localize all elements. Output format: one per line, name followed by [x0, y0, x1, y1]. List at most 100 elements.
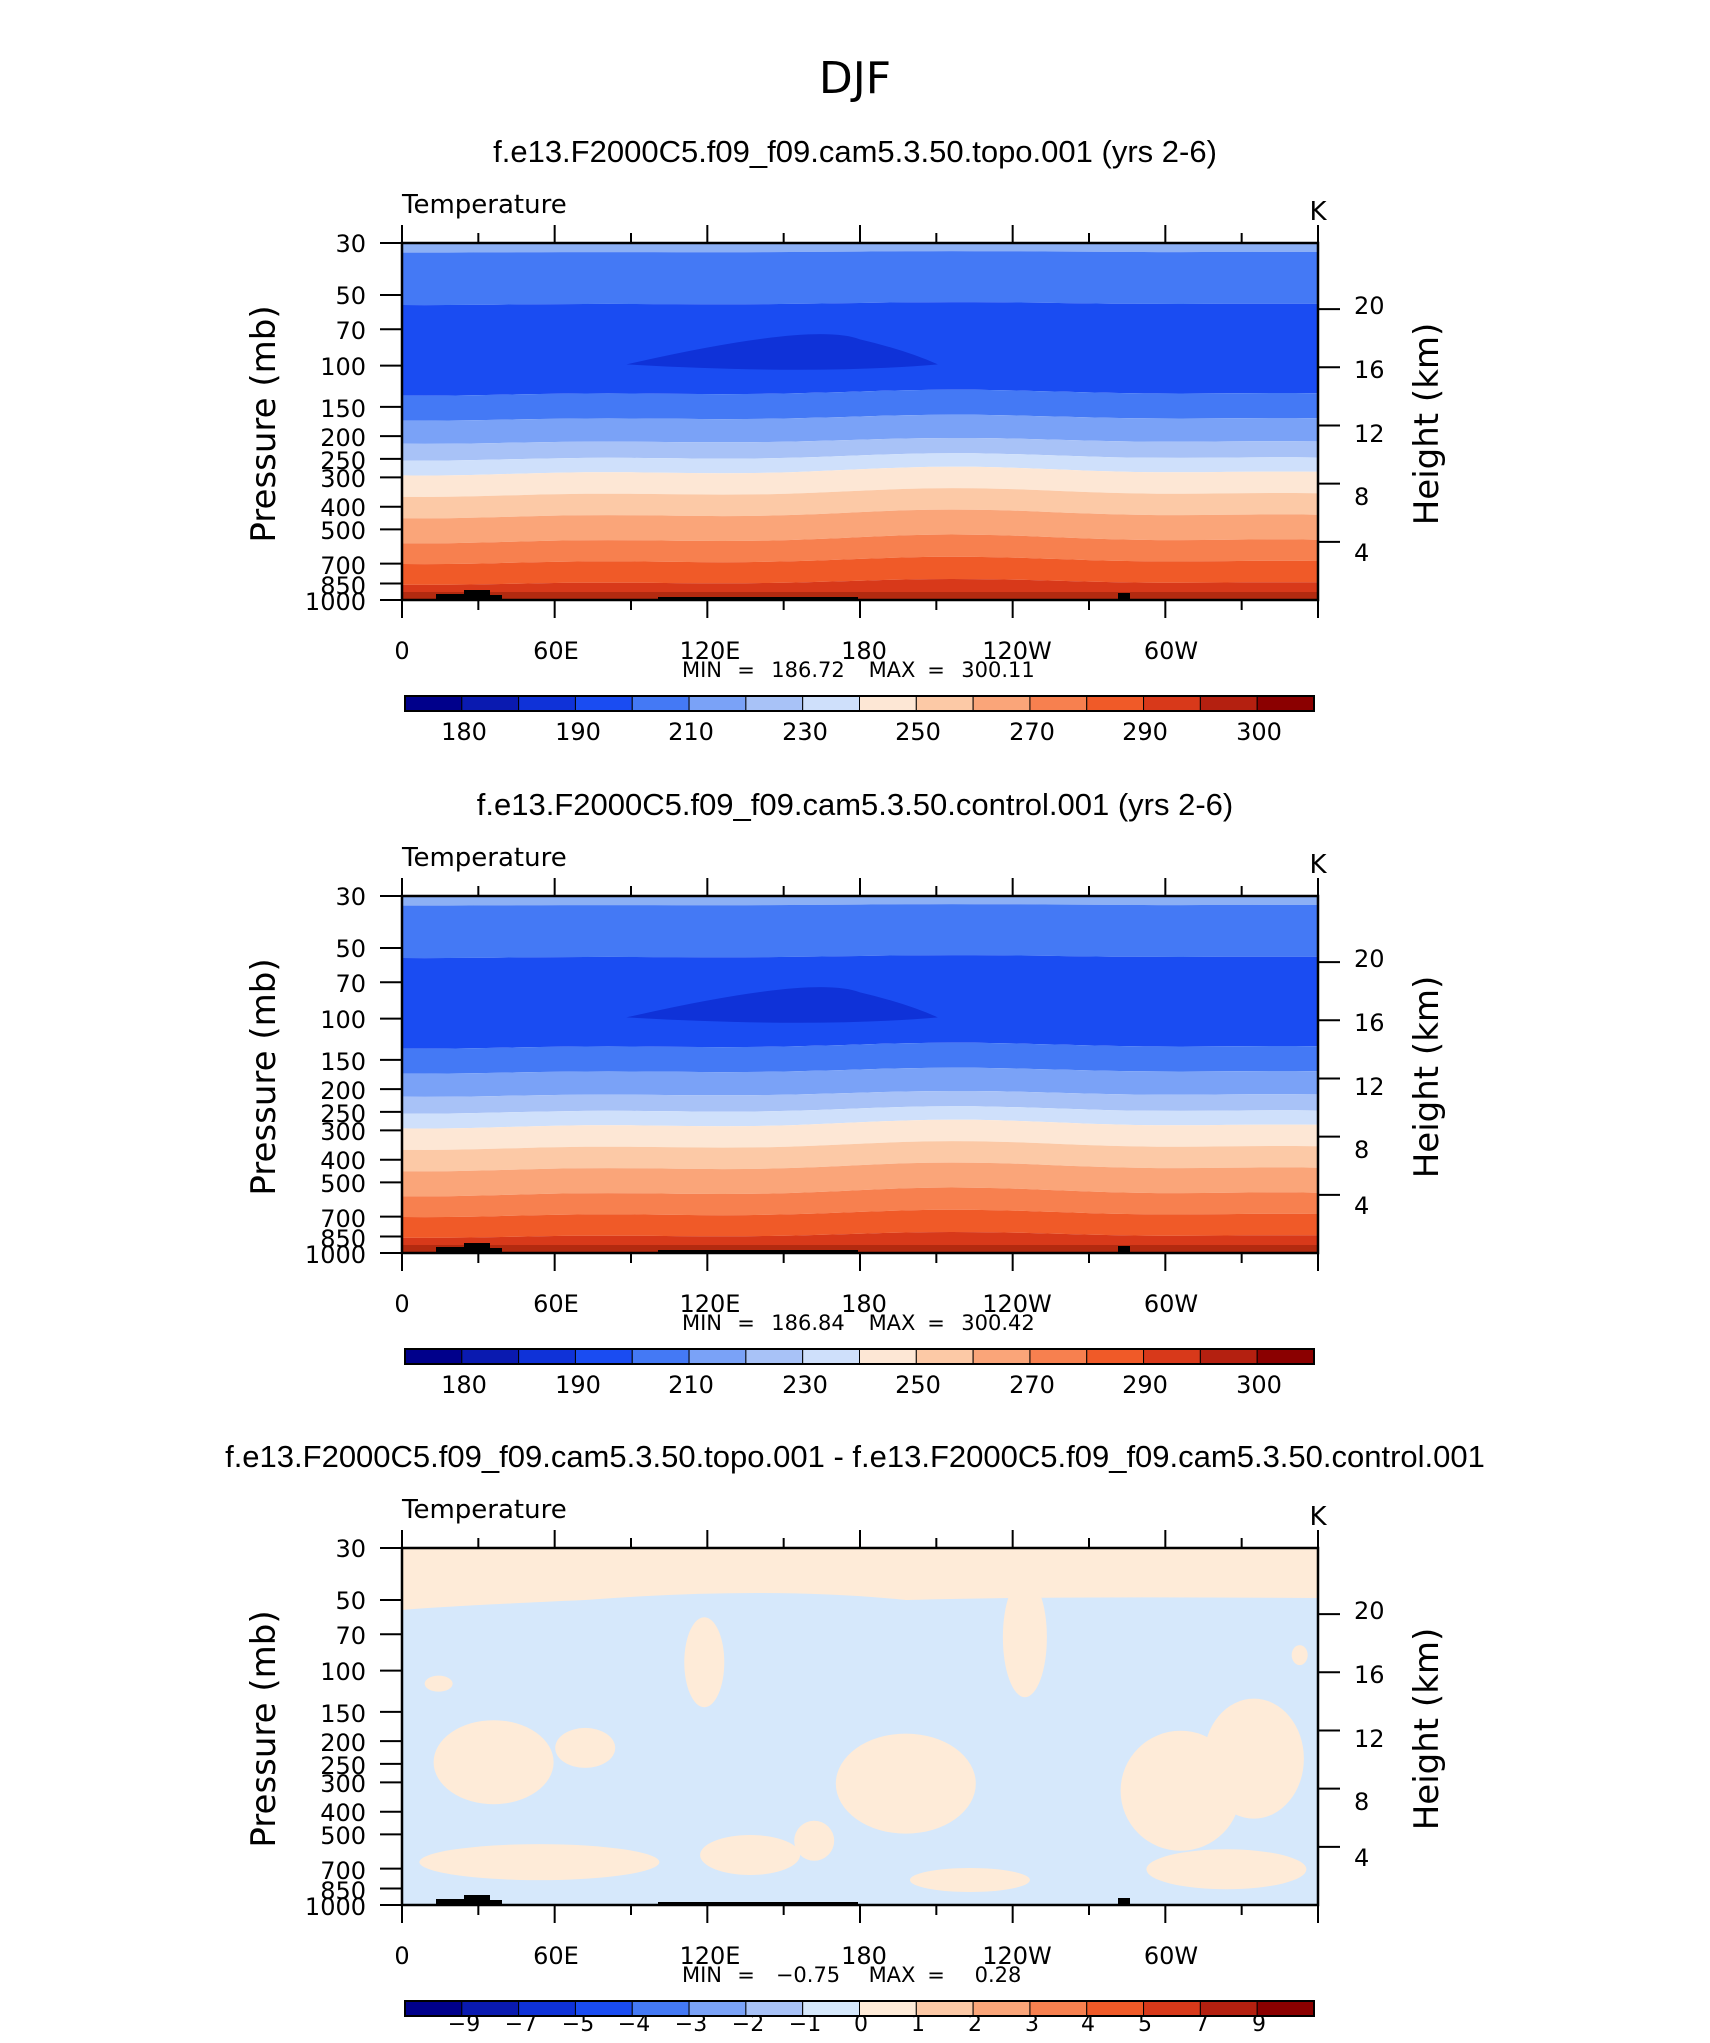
positive-region	[909, 1868, 1030, 1893]
positive-region	[700, 1835, 801, 1876]
positive-region	[1146, 1849, 1307, 1890]
colorbar-swatch	[518, 1348, 576, 1365]
y-tick-label: 1000	[305, 588, 366, 616]
colorbar-label: 5	[1138, 2012, 1152, 2037]
y-tick-label: 50	[335, 282, 366, 310]
colorbar-swatch	[631, 1348, 690, 1365]
panel-2-ylabel: Pressure (mb)	[244, 958, 284, 1195]
colorbar-swatch	[1086, 2000, 1145, 2017]
colorbar-swatch	[745, 2000, 804, 2017]
topography	[436, 1243, 1130, 1253]
figure-supertitle: DJF	[819, 53, 891, 104]
topography-block	[490, 1900, 502, 1905]
colorbar-label: 1	[911, 2012, 925, 2037]
contour-band	[402, 438, 1318, 461]
colorbar-swatch	[915, 1348, 974, 1365]
height-tick-label: 16	[1354, 356, 1385, 384]
positive-region	[835, 1733, 976, 1834]
height-tick-label: 20	[1354, 292, 1385, 320]
colorbar-frame	[404, 2000, 1315, 2017]
panel-1-colorbar	[404, 695, 1315, 712]
y-tick-label: 70	[335, 317, 366, 345]
positive-region	[419, 1844, 660, 1881]
colorbar-swatch	[1029, 695, 1088, 712]
y-tick-label: 250	[320, 1100, 366, 1128]
height-tick-label: 16	[1354, 1009, 1385, 1037]
colorbar-swatch	[518, 695, 576, 712]
topography	[436, 1895, 1130, 1905]
colorbar-swatch	[574, 695, 633, 712]
colorbar-swatch	[518, 2000, 576, 2017]
panel-3-left-string: Temperature	[401, 1495, 567, 1525]
panel-1-ylabel-right: Height (km)	[1407, 323, 1447, 526]
colorbar-swatch	[1199, 2000, 1258, 2017]
height-tick-label: 12	[1354, 420, 1385, 448]
colorbar-swatch	[745, 1348, 804, 1365]
height-tick-label: 16	[1354, 1661, 1385, 1689]
colorbar-swatch	[1256, 695, 1315, 712]
colorbar-swatch	[461, 1348, 520, 1365]
panel-1-height-tick-labels: 20 16 12 8 4	[1354, 292, 1385, 567]
x-tick-label: 120W	[982, 1942, 1052, 1970]
colorbar-label: 7	[1195, 2012, 1209, 2037]
colorbar-swatch	[1086, 695, 1145, 712]
panel-1-x-tick-labels: 0 60E 120E 180 120W 60W	[394, 637, 1198, 665]
panel-3-height-tick-labels: 20 16 12 8 4	[1354, 1597, 1385, 1872]
x-tick-label: 120W	[982, 637, 1052, 665]
x-tick-label: 60W	[1144, 1942, 1198, 1970]
colorbar-label: 2	[968, 2012, 982, 2037]
height-tick-label: 8	[1354, 483, 1369, 511]
colorbar-label: 250	[895, 1371, 941, 1399]
panel-1-ylabel: Pressure (mb)	[244, 305, 284, 542]
colorbar-swatch	[972, 1348, 1031, 1365]
contour-band	[402, 1067, 1318, 1097]
y-tick-label: 400	[320, 1799, 366, 1827]
min-equals: =	[737, 658, 755, 682]
topography-block	[658, 1250, 858, 1253]
colorbar-label: 270	[1009, 1371, 1055, 1399]
height-tick-label: 20	[1354, 1597, 1385, 1625]
colorbar-swatch	[802, 695, 860, 712]
colorbar-label: 250	[895, 718, 941, 746]
topography	[436, 590, 1130, 600]
colorbar-label: 230	[782, 1371, 828, 1399]
topography-block	[436, 594, 474, 600]
min-label: MIN	[682, 658, 722, 682]
y-tick-label: 850	[320, 1877, 366, 1905]
positive-region	[794, 1820, 835, 1861]
y-tick-label: 200	[320, 424, 366, 452]
y-tick-label: 200	[320, 1729, 366, 1757]
colorbar-swatch	[404, 2000, 463, 2017]
colorbar-swatch	[1199, 1348, 1258, 1365]
panel-3-min-max: MIN = −0.75 MAX = 0.28	[682, 1963, 1021, 1987]
height-tick-label: 4	[1354, 539, 1369, 567]
panel-2-right-string: K	[1309, 850, 1327, 880]
y-tick-label: 70	[335, 1622, 366, 1650]
topography-block	[490, 595, 502, 600]
colorbar-frame	[404, 695, 1315, 712]
y-tick-label: 150	[320, 395, 366, 423]
contour-band	[402, 534, 1318, 565]
contour-band	[402, 1106, 1318, 1129]
positive-region	[1203, 1698, 1304, 1819]
panel-2-axes	[380, 878, 1340, 1271]
colorbar-label: 180	[441, 718, 487, 746]
colorbar-swatch	[631, 2000, 690, 2017]
colorbar-label: 300	[1236, 1371, 1282, 1399]
positive-region	[684, 1617, 725, 1708]
topography-block	[464, 1243, 490, 1253]
colorbar-swatch	[859, 2000, 917, 2017]
colorbar-swatch	[688, 2000, 747, 2017]
x-tick-label: 180	[841, 1290, 887, 1318]
panel-2-colorbar-labels: 180 190 210 230 250 270 290 300	[441, 1371, 1282, 1399]
colorbar-swatch	[1256, 2000, 1315, 2017]
positive-region	[1002, 1577, 1047, 1698]
y-tick-label: 200	[320, 1077, 366, 1105]
y-tick-label: 700	[320, 1857, 366, 1885]
x-tick-label: 120E	[680, 1290, 741, 1318]
contour-band	[402, 904, 1318, 959]
positive-region	[555, 1727, 616, 1768]
colorbar-swatch	[461, 695, 520, 712]
y-tick-label: 30	[335, 230, 366, 258]
